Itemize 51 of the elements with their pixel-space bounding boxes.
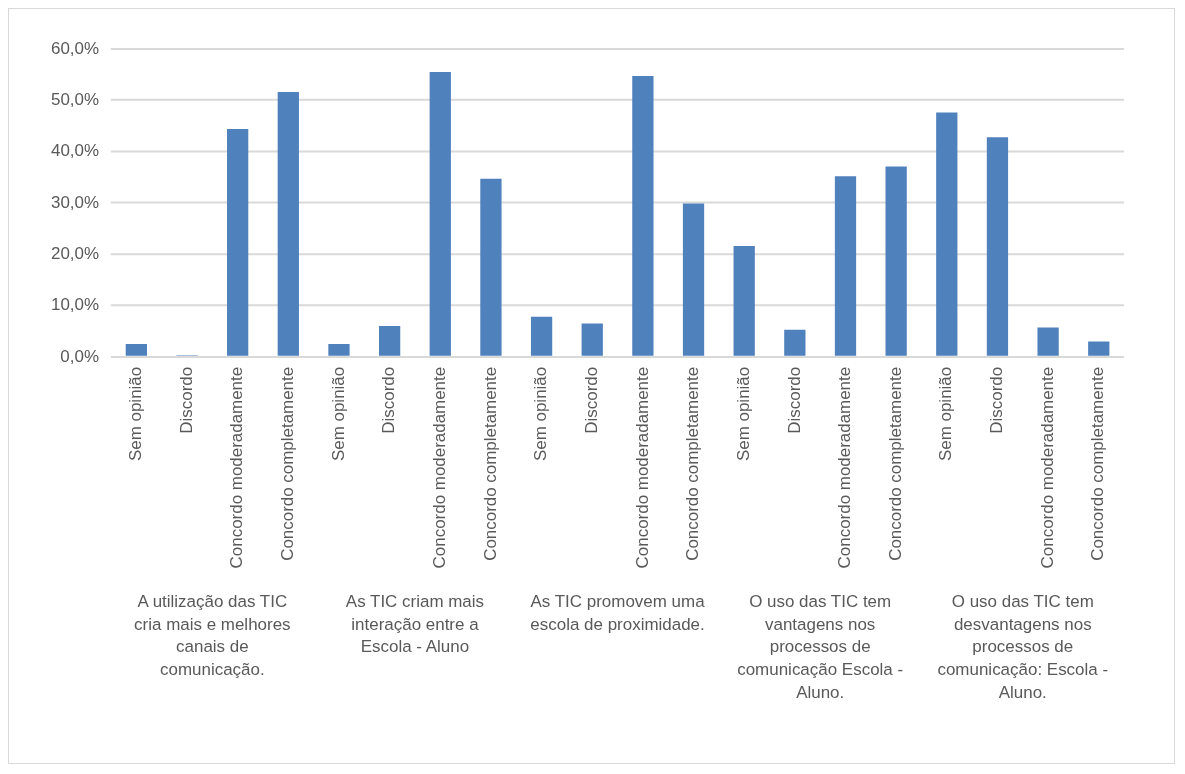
bar [480, 178, 502, 356]
x-tick-label: Concordo moderadamente [429, 366, 449, 569]
y-tick-label: 10,0% [50, 295, 100, 315]
x-tick-label: Concordo moderadamente [835, 366, 855, 569]
bar [227, 128, 249, 356]
text: As TIC criam mais interação entre a Escola - Aluno [345, 591, 485, 657]
x-tick-label: Concordo moderadamente [227, 366, 247, 569]
bar [682, 203, 705, 356]
bar [1088, 341, 1110, 356]
bar [834, 176, 857, 356]
bar [125, 344, 147, 356]
x-tick-label: Discordo [176, 366, 196, 434]
bar [429, 71, 451, 356]
x-tick-label: Sem opinião [126, 366, 146, 462]
bar [632, 76, 654, 356]
x-tick-label: Concordo completamente [277, 366, 297, 561]
bar [733, 245, 755, 356]
x-tick-label: Concordo completamente [683, 366, 703, 561]
x-tick-label: Sem opinião [936, 366, 956, 462]
x-tick-label: Concordo completamente [1088, 366, 1108, 561]
bar [581, 323, 603, 356]
bar [1037, 327, 1059, 356]
text: As TIC promovem uma escola de proximidade. [530, 591, 706, 634]
bar [277, 92, 299, 356]
bar [328, 344, 350, 356]
x-tick-label: Sem opinião [733, 366, 753, 462]
bar [784, 329, 806, 356]
x-tick-label: Discordo [379, 366, 399, 434]
x-tick-label: Sem opinião [328, 366, 348, 462]
bar [885, 166, 907, 356]
y-tick-label: 0,0% [60, 346, 100, 366]
text: O uso das TIC tem desvantagens nos processos de comunicação: Escola - Aluno. [937, 591, 1109, 703]
bar [378, 326, 401, 356]
y-tick-label: 40,0% [50, 141, 100, 161]
y-tick-label: 20,0% [50, 243, 100, 263]
text: O uso das TIC tem vantagens nos processos de comunicação Escola - Aluno. [737, 591, 904, 703]
y-tick-label: 60,0% [50, 38, 100, 58]
y-tick-label: 50,0% [50, 89, 100, 109]
x-tick-label: Concordo moderadamente [1037, 366, 1057, 569]
bar [936, 112, 958, 356]
x-tick-label: Concordo moderadamente [632, 366, 652, 569]
text: A utilização das TIC cria mais e melhores canais de comunicação. [134, 591, 291, 680]
x-tick-label: Discordo [987, 366, 1007, 434]
x-tick-label: Concordo completamente [885, 366, 905, 561]
y-tick-label: 30,0% [50, 192, 100, 212]
x-tick-label: Sem opinião [531, 366, 551, 462]
x-tick-label: Discordo [784, 366, 804, 434]
x-tick-label: Concordo completamente [480, 366, 500, 561]
bar [986, 137, 1009, 356]
x-tick-label: Discordo [581, 366, 601, 434]
bar [530, 316, 553, 356]
